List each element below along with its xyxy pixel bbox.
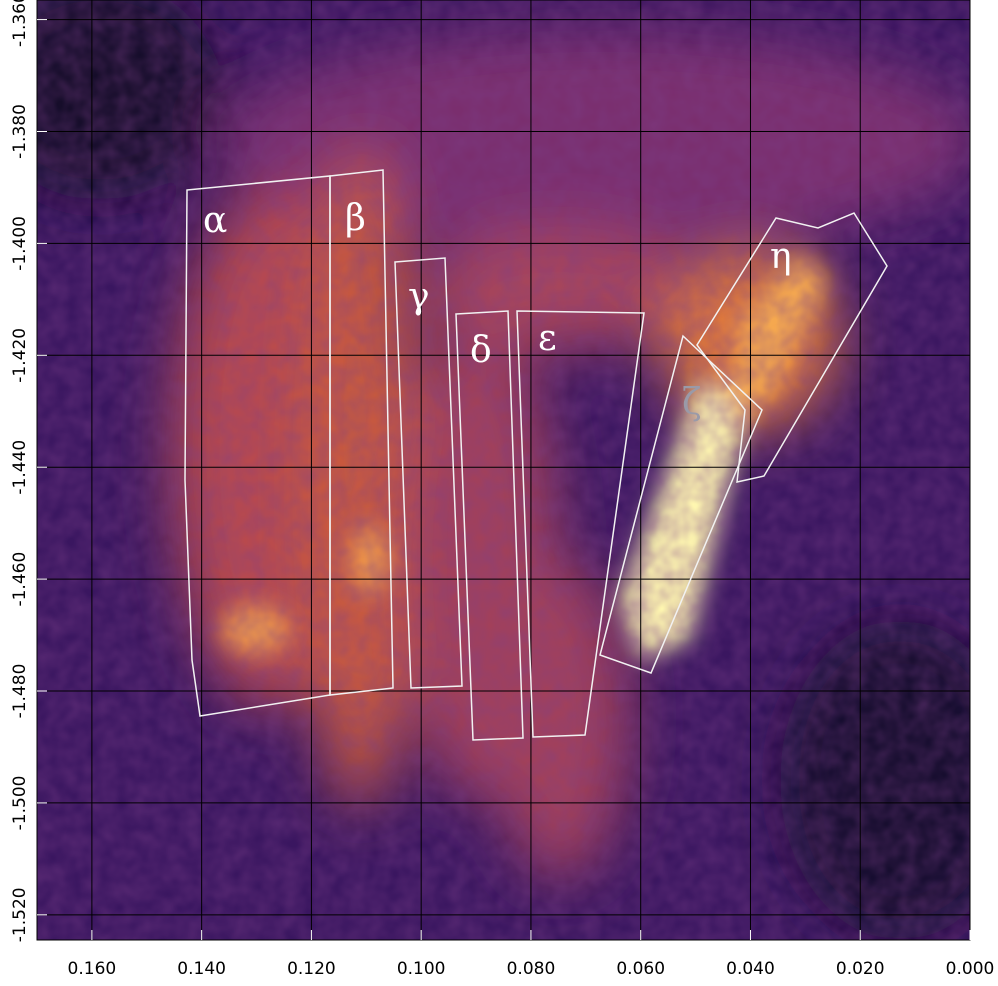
grid <box>37 0 970 940</box>
x-tick-label: 0.120 <box>287 959 336 979</box>
region <box>516 310 645 738</box>
y-tick-label: -1.440 <box>10 440 30 495</box>
x-tick-label: 0.100 <box>397 959 446 979</box>
region <box>394 257 463 689</box>
x-tick-label: 0.060 <box>616 959 665 979</box>
region <box>455 310 524 741</box>
axes: 0.160 0.140 0.120 0.100 0.080 0.060 0.040 0.020… <box>10 0 994 979</box>
regions <box>184 169 888 741</box>
plot-frame <box>36 0 971 941</box>
x-tick-label: 0.160 <box>68 959 117 979</box>
x-tick-label: 0.020 <box>836 959 885 979</box>
x-tick-label: 0.080 <box>507 959 556 979</box>
y-tick-label: -1.480 <box>10 664 30 719</box>
x-tick-label: 0.040 <box>726 959 775 979</box>
region-label: γ <box>408 276 430 317</box>
region-label: ε <box>538 318 557 359</box>
region-label: β <box>345 198 366 239</box>
y-tick-label: -1.500 <box>10 776 30 831</box>
region <box>696 212 888 483</box>
y-tick-label: -1.360 <box>10 0 30 47</box>
region-label: α <box>203 200 227 241</box>
region-label: δ <box>470 330 492 371</box>
x-tick-label: 0.000 <box>946 959 995 979</box>
y-tick-label: -1.520 <box>10 887 30 942</box>
region <box>329 169 394 696</box>
region <box>599 334 763 674</box>
image <box>37 0 970 940</box>
y-tick-label: -1.460 <box>10 552 30 607</box>
x-tick-label: 0.140 <box>177 959 226 979</box>
region-label: ζ <box>682 382 702 423</box>
region-label: η <box>770 236 792 277</box>
y-tick-label: -1.400 <box>10 216 30 271</box>
y-tick-label: -1.380 <box>10 104 30 159</box>
y-tick-label: -1.420 <box>10 328 30 383</box>
